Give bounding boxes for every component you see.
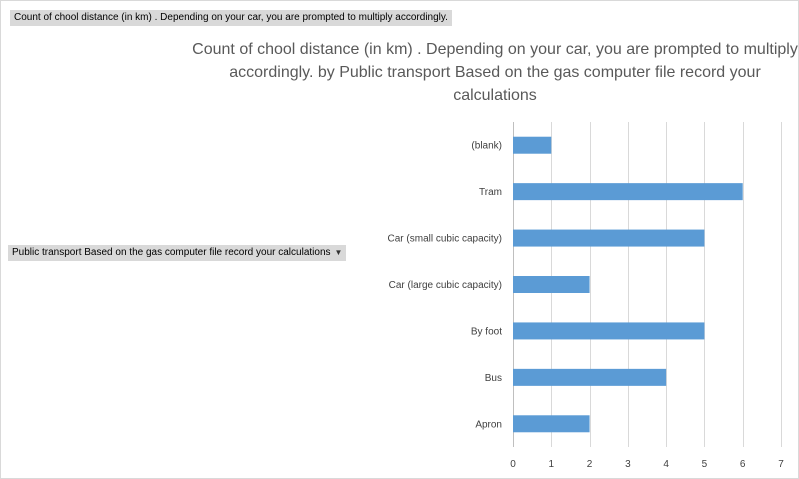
category-label-6: Apron (475, 419, 502, 430)
bar-3[interactable] (513, 276, 590, 293)
dropdown-arrow-icon[interactable]: ▼ (334, 248, 343, 257)
x-tick-label-5: 5 (702, 459, 708, 470)
bar-4[interactable] (513, 322, 705, 340)
x-tick-label-1: 1 (549, 459, 555, 470)
x-tick-label-4: 4 (663, 459, 669, 470)
bar-5[interactable] (513, 368, 667, 386)
category-label-5: Bus (485, 373, 502, 384)
value-field-label: Count of chool distance (in km) . Depend… (14, 12, 448, 23)
x-tick-label-2: 2 (587, 459, 593, 470)
x-tick-label-3: 3 (625, 459, 631, 470)
x-tick-label-7: 7 (778, 459, 784, 470)
category-label-4: By foot (471, 326, 502, 337)
value-field-button[interactable]: Count of chool distance (in km) . Depend… (10, 10, 452, 26)
category-label-1: Tram (479, 187, 502, 198)
category-label-2: Car (small cubic capacity) (388, 234, 502, 245)
bar-2[interactable] (513, 229, 705, 247)
bar-1[interactable] (513, 183, 743, 201)
category-label-3: Car (large cubic capacity) (389, 280, 502, 291)
bar-6[interactable] (513, 415, 590, 433)
x-tick-label-0: 0 (510, 459, 516, 470)
axis-field-label: Public transport Based on the gas comput… (12, 247, 331, 258)
category-label-0: (blank) (471, 141, 502, 152)
bar-0[interactable] (513, 136, 552, 154)
x-tick-label-6: 6 (740, 459, 746, 470)
chart-title: Count of chool distance (in km) . Depend… (192, 41, 798, 104)
axis-field-button[interactable]: Public transport Based on the gas comput… (8, 245, 347, 261)
